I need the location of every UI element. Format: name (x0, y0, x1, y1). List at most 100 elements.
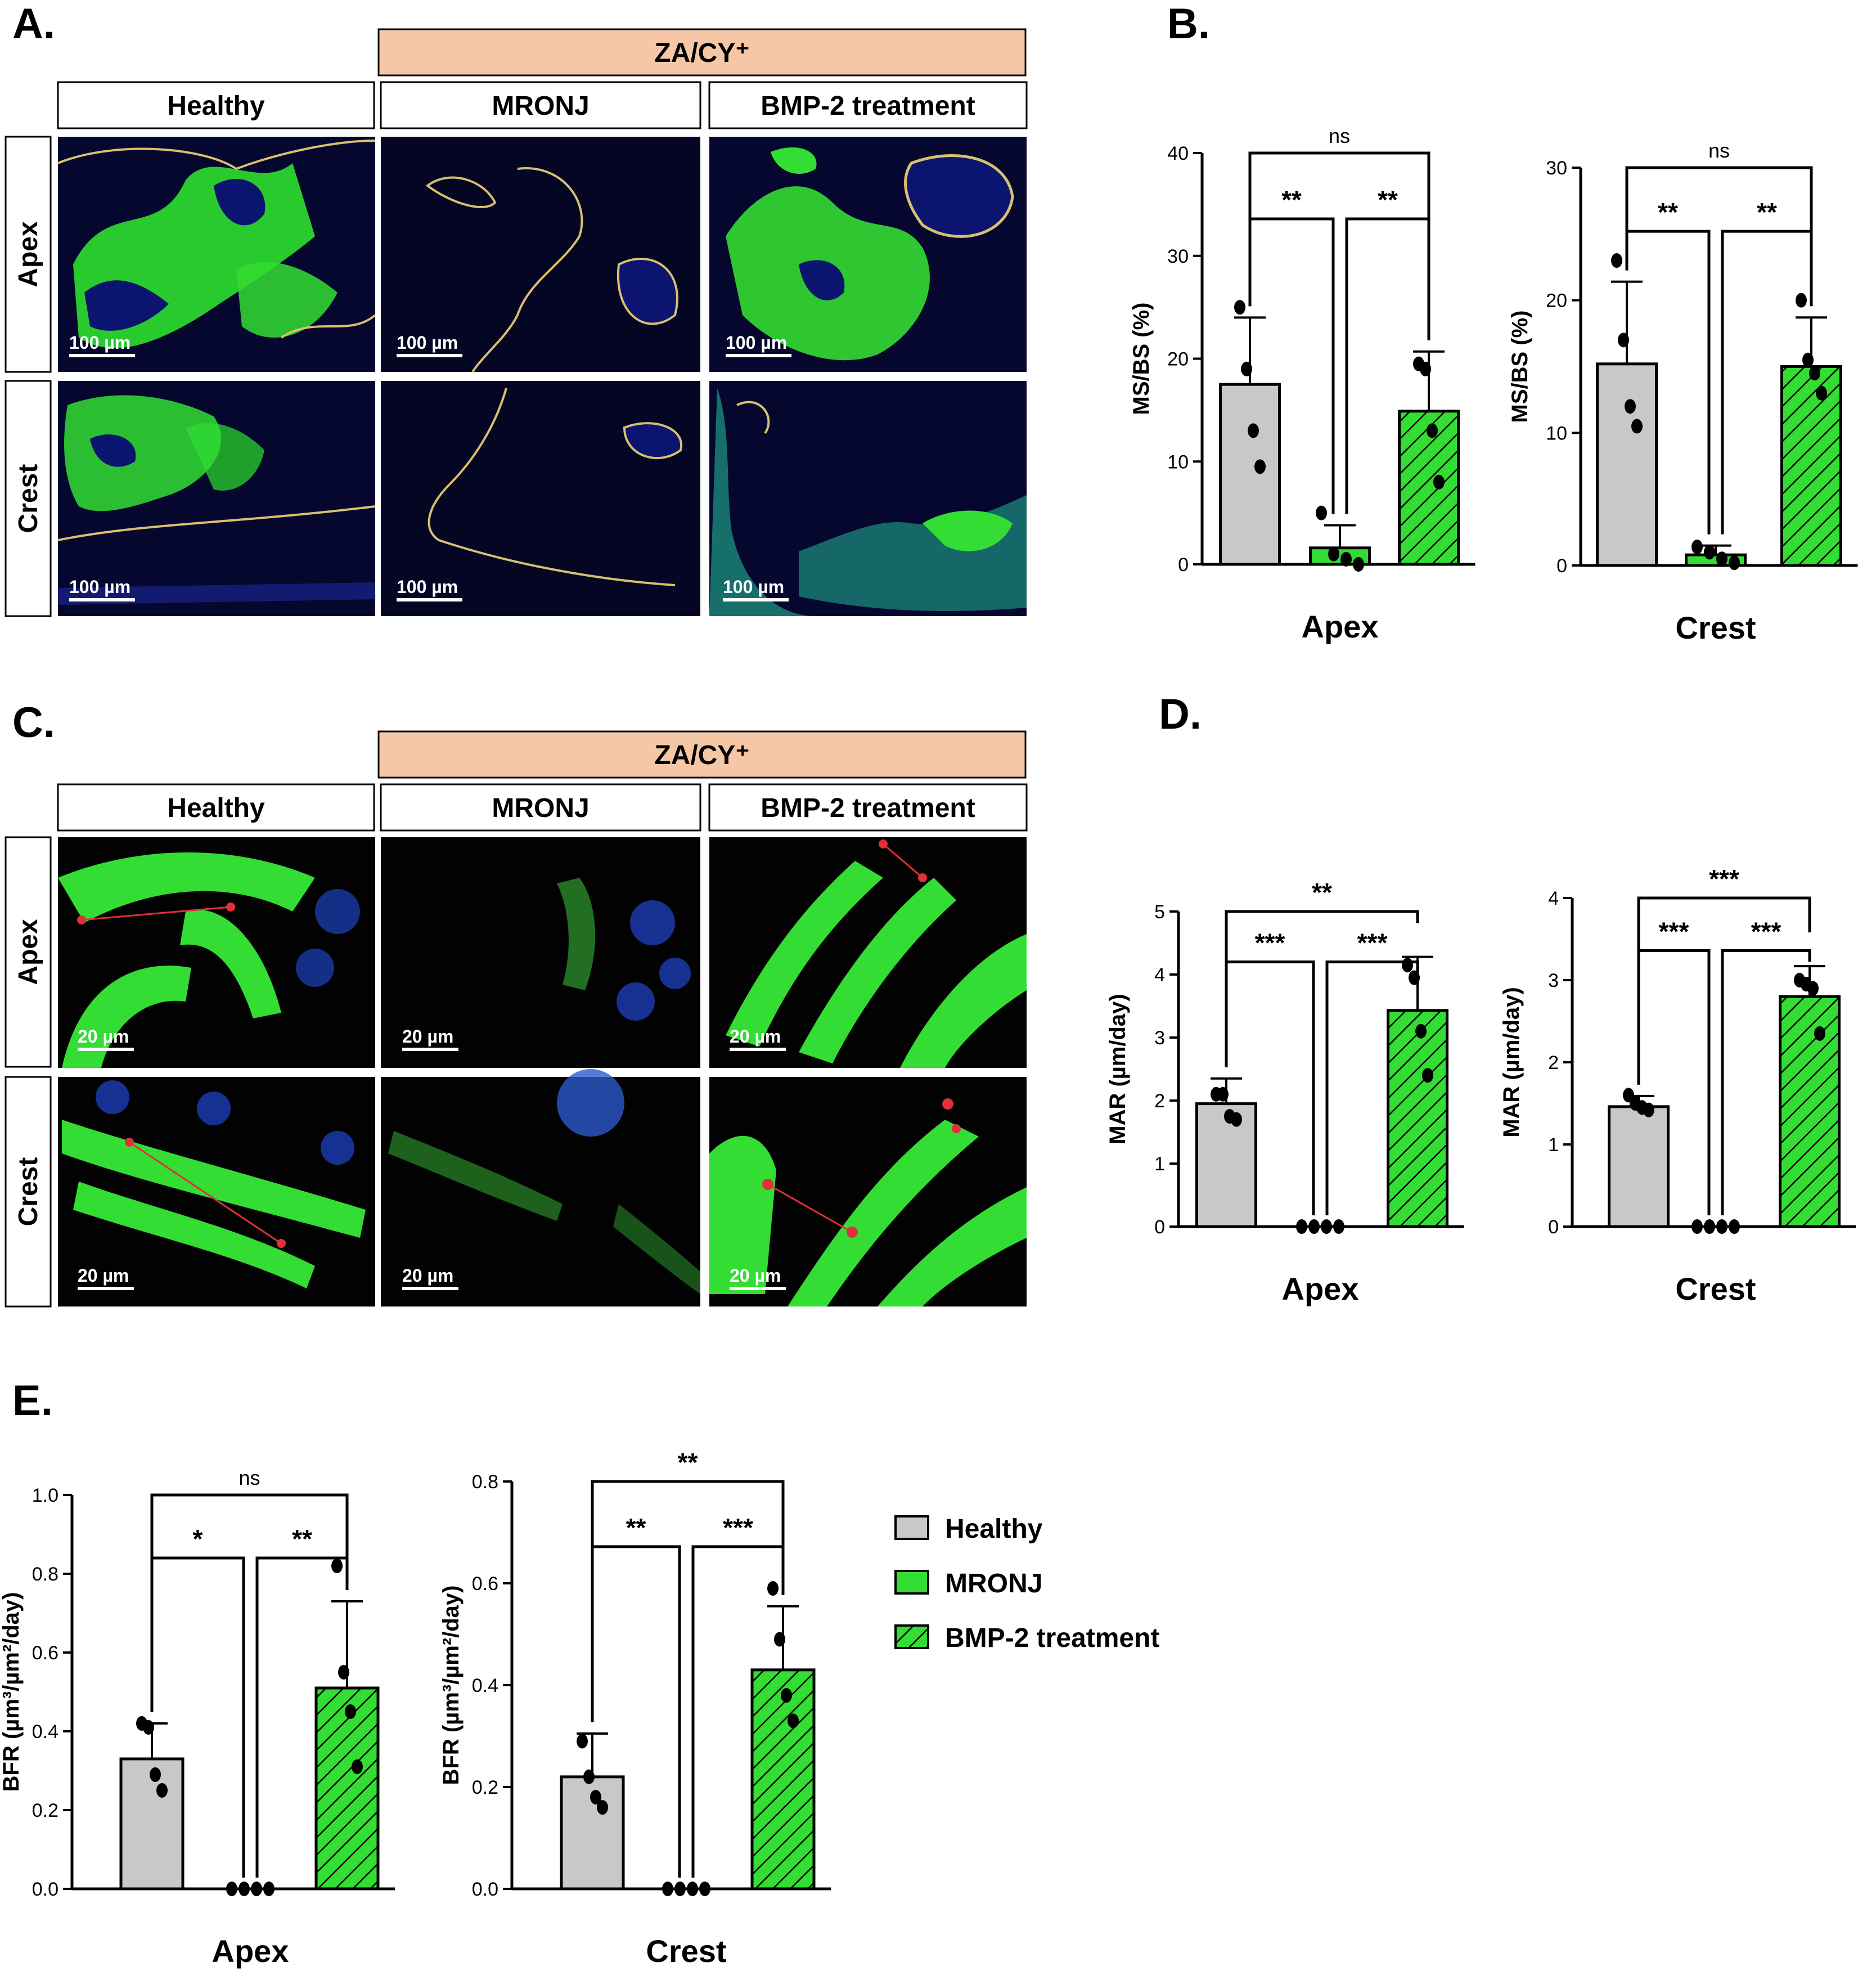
bar-healthy (1608, 1105, 1670, 1228)
micrograph-c-crest-mronj (381, 1069, 700, 1306)
data-point (156, 1783, 168, 1798)
bar-bmp-2-treatment (1387, 1009, 1448, 1228)
micrograph-c-apex-healthy (58, 837, 375, 1068)
data-point (699, 1882, 710, 1896)
y-axis-label: MS/BS (%) (1129, 303, 1154, 415)
micrograph-a-apex-bmp2 (709, 137, 1027, 372)
data-point (1422, 1068, 1433, 1083)
data-point (251, 1882, 262, 1896)
data-point (239, 1882, 250, 1896)
data-point (1234, 300, 1245, 315)
y-axis-label: BFR (µm³/µm²/day) (439, 1586, 464, 1785)
significance-label: *** (1709, 864, 1739, 894)
data-point (1816, 385, 1827, 401)
data-point (1333, 1219, 1344, 1234)
data-point (1618, 333, 1629, 348)
significance-label: *** (1659, 917, 1689, 946)
y-tick-label: 30 (1546, 158, 1567, 179)
significance-bracket (1248, 151, 1430, 318)
data-point (597, 1800, 608, 1815)
chart-5: 0.0 0.2 0.4 0.6 0.8 1.0 BFR (µm³/µm²/day) Apex *… (0, 1466, 395, 1969)
x-axis-label: Crest (646, 1933, 726, 1969)
scale-bar-a-5: 100 µm (397, 577, 462, 601)
data-point (781, 1688, 792, 1703)
data-point (338, 1665, 349, 1680)
data-point (1691, 540, 1703, 555)
scale-bar-a-1: 100 µm (69, 333, 135, 357)
data-point (1814, 1026, 1825, 1041)
y-tick-label: 0 (1548, 1216, 1559, 1238)
treatment-header-a-label: ZA/CY⁺ (654, 38, 749, 68)
significance-label: ** (1757, 197, 1777, 227)
panel-label-c: C. (12, 699, 55, 747)
significance-bracket (1721, 949, 1811, 1215)
significance-label: *** (1357, 928, 1388, 958)
y-tick-label: 0.0 (472, 1879, 498, 1900)
scale-bar-c-2: 20 µm (402, 1026, 458, 1051)
x-axis-label: Apex (1302, 609, 1379, 644)
micrograph-a-crest-mronj (381, 381, 700, 616)
data-point (662, 1882, 673, 1896)
micrograph-c-apex-mronj (381, 837, 700, 1068)
panel-a-grid: ZA/CY⁺ Healthy MRONJ BMP-2 treatment Ape… (5, 28, 1028, 617)
y-tick-label: 0.6 (472, 1573, 498, 1595)
y-tick-label: 10 (1546, 423, 1567, 444)
scale-bar-c-5: 20 µm (402, 1265, 458, 1290)
chart-4: 0 1 2 3 4 MAR (µm/day) Crest *** *** *** (1499, 864, 1856, 1306)
x-axis-label: Crest (1675, 610, 1756, 645)
significance-bracket (1325, 960, 1419, 1215)
data-point (1308, 1219, 1320, 1234)
data-point (767, 1581, 779, 1596)
svg-text:100 µm: 100 µm (69, 333, 131, 353)
data-point (1217, 1086, 1229, 1102)
y-tick-label: 0.6 (32, 1642, 59, 1664)
treatment-header-c (377, 730, 1027, 779)
significance-bracket (1225, 910, 1419, 1045)
data-point (1231, 1112, 1242, 1127)
significance-label: ** (678, 1448, 698, 1477)
y-tick-label: 0 (1556, 555, 1567, 577)
significance-label: ** (1281, 185, 1302, 214)
svg-text:100 µm: 100 µm (726, 333, 787, 353)
panel-label-e: E. (12, 1377, 53, 1425)
significance-bracket (1625, 230, 1711, 535)
significance-bracket (1625, 166, 1813, 284)
significance-label: * (193, 1524, 203, 1554)
svg-text:20 µm: 20 µm (78, 1026, 129, 1047)
row-header-crest-c-label: Crest (14, 1157, 43, 1227)
data-point (1409, 970, 1420, 985)
bar-bmp-2-treatment (750, 1668, 816, 1891)
data-point (774, 1632, 785, 1647)
y-tick-label: 0 (1178, 554, 1189, 576)
y-tick-label: 0.4 (32, 1721, 59, 1743)
y-axis-label: MAR (µm/day) (1105, 994, 1130, 1144)
data-point (1643, 1102, 1654, 1117)
data-point (1704, 1219, 1715, 1234)
micrograph-a-apex-mronj (381, 137, 700, 373)
significance-label: ns (239, 1466, 260, 1489)
y-tick-label: 0 (1154, 1216, 1165, 1238)
significance-label: ** (292, 1524, 312, 1554)
data-point (352, 1759, 363, 1774)
chart-2: 0 10 20 30 MS/BS (%) Crest ** ** ns (1508, 139, 1858, 645)
scale-bar-a-2: 100 µm (397, 333, 462, 357)
svg-text:20 µm: 20 µm (730, 1265, 781, 1286)
bar-healthy (1195, 1102, 1257, 1228)
data-point (226, 1882, 237, 1896)
row-header-crest-a (5, 380, 52, 617)
data-point (1807, 981, 1819, 996)
scale-bar-c-1: 20 µm (78, 1026, 134, 1051)
significance-label: ns (1329, 124, 1350, 147)
column-header-bmp2-c-label: BMP-2 treatment (761, 793, 975, 823)
column-header-bmp2-a-label: BMP-2 treatment (761, 91, 975, 121)
legend-swatch-mronj (894, 1570, 929, 1595)
bar-bmp-2-treatment (1779, 995, 1841, 1228)
y-axis-label: MS/BS (%) (1508, 311, 1532, 423)
y-tick-label: 5 (1154, 901, 1165, 923)
legend: Healthy MRONJ BMP-2 treatment (894, 1514, 1159, 1653)
row-header-apex-c (5, 836, 52, 1068)
panel-label-a: A. (12, 0, 55, 48)
svg-text:20 µm: 20 µm (78, 1265, 129, 1286)
